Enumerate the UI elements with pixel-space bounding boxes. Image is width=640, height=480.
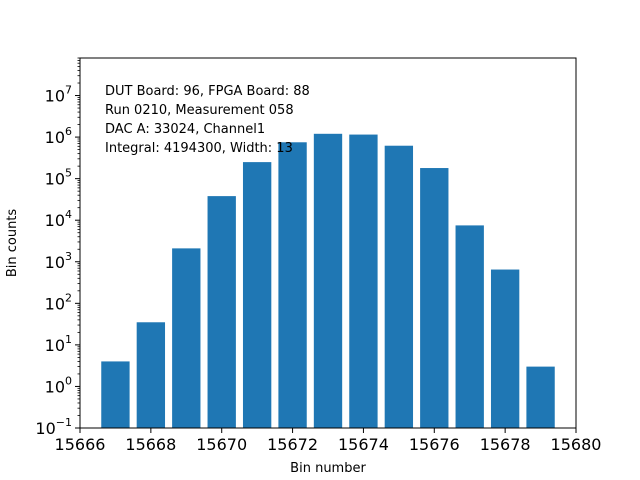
x-axis: 15666 15668 15670 15672 15674 15676 15678 15680 — [55, 428, 602, 454]
y-tick-label: 105 — [45, 167, 72, 189]
x-tick-label: 15672 — [267, 435, 318, 454]
x-tick-label: 15666 — [55, 435, 106, 454]
y-tick-label: 10−1 — [35, 416, 72, 438]
y-tick-label: 103 — [45, 250, 72, 272]
bar-15675 — [384, 145, 414, 428]
annotation-line: DUT Board: 96, FPGA Board: 88 — [105, 84, 310, 99]
plot-frame — [79, 57, 577, 429]
annotation-box: DUT Board: 96, FPGA Board: 88 Run 0210, M… — [105, 84, 310, 156]
x-tick-label: 15678 — [480, 435, 531, 454]
bars-group — [101, 133, 555, 428]
y-axis: 10−1 100 101 102 103 104 105 106 107 — [35, 57, 80, 438]
y-tick-label: 107 — [45, 84, 72, 106]
bar-15679 — [526, 366, 555, 428]
x-tick-label: 15670 — [196, 435, 247, 454]
bar-15676 — [420, 168, 449, 428]
bar-15667 — [101, 361, 130, 428]
x-tick-label: 15668 — [125, 435, 176, 454]
y-tick-label: 106 — [45, 125, 72, 147]
y-tick-label: 101 — [45, 333, 72, 355]
bar-15673 — [313, 133, 343, 428]
bar-15668 — [136, 322, 166, 428]
bar-15671 — [242, 162, 272, 428]
annotation-line: Run 0210, Measurement 058 — [105, 103, 294, 118]
bar-15669 — [172, 248, 201, 428]
annotation-line: DAC A: 33024, Channel1 — [105, 122, 265, 137]
x-axis-label: Bin number — [290, 461, 366, 476]
y-axis-label: Bin counts — [5, 209, 20, 278]
bar-15677 — [455, 225, 484, 428]
bar-15670 — [207, 196, 236, 428]
y-tick-label: 102 — [45, 291, 72, 313]
x-tick-label: 15674 — [338, 435, 389, 454]
annotation-line: Integral: 4194300, Width: 13 — [105, 141, 293, 156]
x-tick-label: 15676 — [409, 435, 460, 454]
y-tick-label: 100 — [45, 374, 72, 396]
x-tick-label: 15680 — [551, 435, 602, 454]
bar-15678 — [490, 269, 520, 428]
y-tick-label: 104 — [45, 208, 72, 230]
bar-15672 — [278, 142, 307, 428]
bar-15674 — [349, 134, 378, 428]
